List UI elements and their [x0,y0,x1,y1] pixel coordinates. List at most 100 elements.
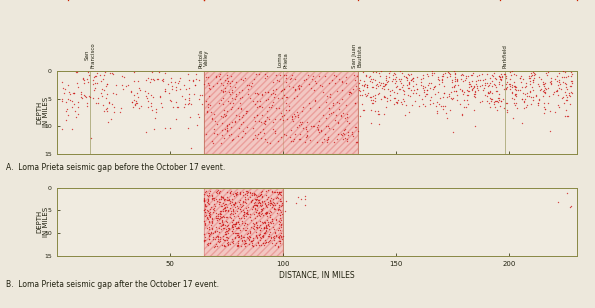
Point [220,205,230,209]
Point [203,200,213,205]
Point [487,90,496,95]
Point [511,92,520,97]
Point [193,112,203,117]
Point [405,72,414,77]
Point [234,90,244,95]
Point [389,71,399,75]
Point [298,109,307,114]
Point [136,103,146,108]
Point [218,95,228,100]
Point [224,227,233,232]
Point [272,195,281,200]
Point [250,207,260,212]
Text: B.  Loma Prieta seismic gap after the October 17 event.: B. Loma Prieta seismic gap after the Oct… [6,280,219,289]
Point [501,101,511,106]
Point [566,78,576,83]
Point [320,73,330,78]
Point [408,75,418,80]
Point [300,193,310,198]
Point [216,224,226,229]
Point [221,86,230,91]
Point [213,188,223,193]
Point [316,128,325,133]
Point [269,126,278,131]
Point [370,109,380,114]
Point [259,226,269,231]
Point [217,217,226,222]
Point [502,79,511,84]
Point [204,220,214,225]
Point [218,234,228,239]
Point [63,97,73,102]
Point [563,74,573,79]
Point [483,71,492,76]
Point [484,90,494,95]
Point [217,220,227,225]
Point [270,189,279,194]
Point [320,136,329,141]
Point [428,101,437,106]
Point [293,194,303,199]
Point [253,112,262,117]
Point [219,206,228,211]
Point [374,111,383,116]
Point [256,135,265,140]
Point [194,96,203,101]
Point [255,227,265,232]
Point [302,132,311,137]
Point [271,105,281,110]
Point [412,74,421,79]
Point [231,225,240,230]
Point [445,108,455,113]
Point [227,228,237,233]
Point [234,116,243,121]
Point [271,87,281,91]
Point [449,95,458,100]
Point [190,83,200,87]
Point [352,139,362,144]
Point [215,215,225,220]
Point [231,79,241,84]
Point [213,214,223,219]
Point [507,95,516,100]
Point [361,82,370,87]
Point [261,238,270,243]
Point [556,87,565,91]
Point [429,85,439,90]
Point [431,103,441,108]
Point [518,91,528,96]
Point [217,87,226,92]
Point [255,233,264,238]
Point [259,225,268,230]
Point [248,244,258,249]
Point [228,101,238,106]
Point [437,76,447,81]
Point [392,79,401,83]
Point [325,105,334,110]
Point [223,197,233,202]
Point [406,88,415,93]
Point [236,105,245,110]
Point [225,226,234,231]
Point [260,230,270,235]
Point [540,85,550,90]
Point [274,235,284,240]
Point [442,74,452,79]
Point [267,189,277,194]
Point [215,100,224,105]
Point [260,201,270,205]
Point [224,133,233,138]
Point [220,244,230,249]
Point [259,230,269,235]
Point [550,76,560,81]
Point [563,114,572,119]
Point [498,97,508,102]
Point [268,203,277,208]
Point [311,97,320,102]
Point [267,202,277,207]
Point [353,129,362,134]
Point [462,104,471,109]
Point [509,83,519,88]
Point [258,205,268,210]
Point [237,94,247,99]
